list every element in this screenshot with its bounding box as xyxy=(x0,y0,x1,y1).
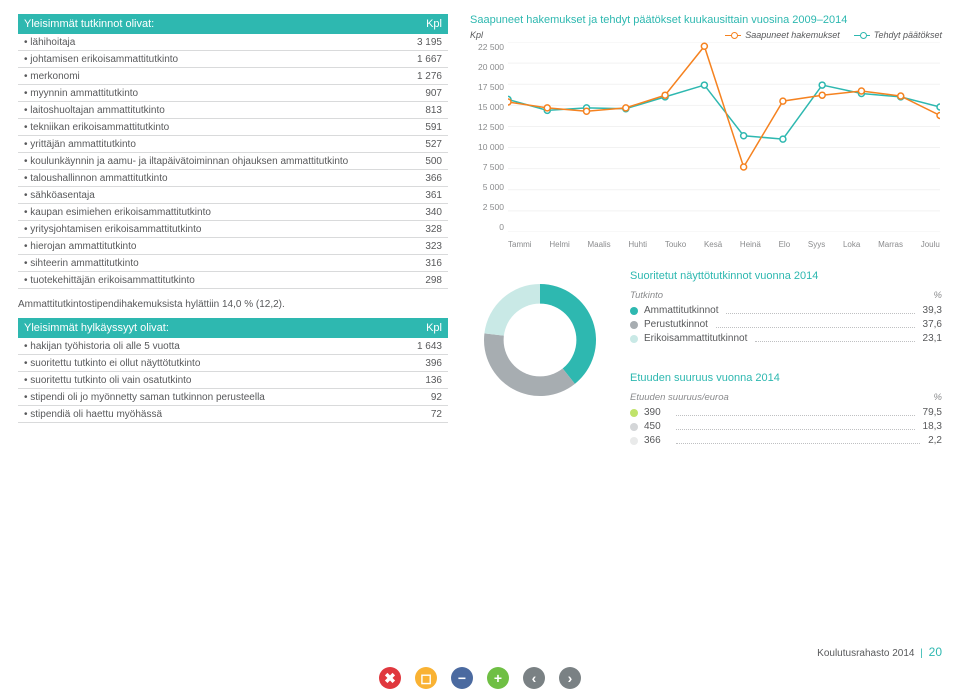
table-row: tuotekehittäjän erikoisammattitutkinto29… xyxy=(18,272,448,289)
hylkays-table: hakijan työhistoria oli alle 5 vuotta1 6… xyxy=(18,338,448,423)
close-icon[interactable]: ✖ xyxy=(379,667,401,689)
tutkinnot-unit: Kpl xyxy=(426,18,442,30)
donut-naytto xyxy=(470,270,610,410)
donut2-legend: 39079,5 45018,3 3662,2 xyxy=(630,407,942,446)
y-tick: 20 000 xyxy=(470,62,504,72)
legend-b-label: Tehdyt päätökset xyxy=(874,30,942,40)
x-tick: Syys xyxy=(808,240,825,252)
minus-icon[interactable]: − xyxy=(451,667,473,689)
table-row: hakijan työhistoria oli alle 5 vuotta1 6… xyxy=(18,338,448,355)
table-row: merkonomi1 276 xyxy=(18,68,448,85)
table-row: yritysjohtamisen erikoisammattitutkinto3… xyxy=(18,221,448,238)
table-row: sähköasentaja361 xyxy=(18,187,448,204)
donut2-title: Etuuden suuruus vuonna 2014 xyxy=(630,372,942,384)
table-row: suoritettu tutkinto ei ollut näyttötutki… xyxy=(18,355,448,372)
left-icon[interactable]: ‹ xyxy=(523,667,545,689)
tutkinnot-title: Yleisimmät tutkinnot olivat: xyxy=(24,18,154,30)
donut1-legend: Ammattitutkinnot39,3 Perustutkinnot37,6 Er… xyxy=(630,305,942,344)
donut2-head-b: % xyxy=(934,392,942,403)
right-icon[interactable]: › xyxy=(559,667,581,689)
donut1-head-b: % xyxy=(934,290,942,301)
table-row: johtamisen erikoisammattitutkinto1 667 xyxy=(18,51,448,68)
x-tick: Touko xyxy=(665,240,686,252)
y-tick: 10 000 xyxy=(470,142,504,152)
legend-row: 39079,5 xyxy=(630,407,942,418)
y-tick: 12 500 xyxy=(470,122,504,132)
hylkays-header: Yleisimmät hylkäyssyyt olivat: Kpl xyxy=(18,318,448,338)
y-tick: 2 500 xyxy=(470,202,504,212)
line-chart: 22 500 20 000 17 500 15 000 12 500 10 000 7 50… xyxy=(470,42,940,252)
table-row: yrittäjän ammattitutkinto527 xyxy=(18,136,448,153)
hylkays-title: Yleisimmät hylkäyssyyt olivat: xyxy=(24,322,169,334)
legend-row: Ammattitutkinnot39,3 xyxy=(630,305,942,316)
table-row: lähihoitaja3 195 xyxy=(18,34,448,51)
toolbar: ✖ ◻−+ ‹ › xyxy=(379,667,581,689)
table-row: laitoshuoltajan ammattitutkinto813 xyxy=(18,102,448,119)
legend-a: Saapuneet hakemukset xyxy=(725,30,840,40)
table-row: myynnin ammattitutkinto907 xyxy=(18,85,448,102)
x-tick: Loka xyxy=(843,240,860,252)
plus-icon[interactable]: + xyxy=(487,667,509,689)
chart-title: Saapuneet hakemukset ja tehdyt päätökset… xyxy=(470,14,942,26)
y-tick: 22 500 xyxy=(470,42,504,52)
tutkinnot-header: Yleisimmät tutkinnot olivat: Kpl xyxy=(18,14,448,34)
table-row: stipendi oli jo myönnetty saman tutkinno… xyxy=(18,389,448,406)
x-tick: Tammi xyxy=(508,240,532,252)
chart-y-unit: Kpl xyxy=(470,30,483,40)
bookmark-icon[interactable]: ◻ xyxy=(415,667,437,689)
x-tick: Huhti xyxy=(628,240,647,252)
x-tick: Kesä xyxy=(704,240,722,252)
table-row: tekniikan erikoisammattitutkinto591 xyxy=(18,119,448,136)
legend-row: Perustutkinnot37,6 xyxy=(630,319,942,330)
x-tick: Maalis xyxy=(588,240,611,252)
donut2-head-a: Etuuden suuruus/euroa xyxy=(630,392,729,403)
legend-b: Tehdyt päätökset xyxy=(854,30,942,40)
x-tick: Heinä xyxy=(740,240,761,252)
donut1-title: Suoritetut näyttötutkinnot vuonna 2014 xyxy=(630,270,942,282)
table-row: taloushallinnon ammattitutkinto366 xyxy=(18,170,448,187)
tutkinnot-table: lähihoitaja3 195johtamisen erikoisammatt… xyxy=(18,34,448,289)
table-row: sihteerin ammattitutkinto316 xyxy=(18,255,448,272)
x-tick: Marras xyxy=(878,240,903,252)
table-row: kaupan esimiehen erikoisammattitutkinto3… xyxy=(18,204,448,221)
rejection-note: Ammattitutkintostipendihakemuksista hylä… xyxy=(18,299,448,310)
table-row: stipendiä oli haettu myöhässä72 xyxy=(18,406,448,423)
legend-row: 45018,3 xyxy=(630,421,942,432)
legend-row: Erikoisammattitutkinnot23,1 xyxy=(630,333,942,344)
legend-row: 3662,2 xyxy=(630,435,942,446)
x-tick: Elo xyxy=(779,240,791,252)
donut1-head-a: Tutkinto xyxy=(630,290,663,301)
table-row: hierojan ammattitutkinto323 xyxy=(18,238,448,255)
footer-text: Koulutusrahasto 2014 xyxy=(817,648,914,659)
x-tick: Joulu xyxy=(921,240,940,252)
y-tick: 5 000 xyxy=(470,182,504,192)
y-tick: 15 000 xyxy=(470,102,504,112)
hylkays-unit: Kpl xyxy=(426,322,442,334)
x-tick: Helmi xyxy=(549,240,569,252)
y-tick: 7 500 xyxy=(470,162,504,172)
y-tick: 17 500 xyxy=(470,82,504,92)
y-tick: 0 xyxy=(470,222,504,232)
legend-a-label: Saapuneet hakemukset xyxy=(745,30,840,40)
table-row: suoritettu tutkinto oli vain osatutkinto… xyxy=(18,372,448,389)
table-row: koulunkäynnin ja aamu- ja iltapäivätoimi… xyxy=(18,153,448,170)
page-footer: Koulutusrahasto 2014 | 20 xyxy=(817,645,942,659)
footer-page: 20 xyxy=(929,645,942,659)
